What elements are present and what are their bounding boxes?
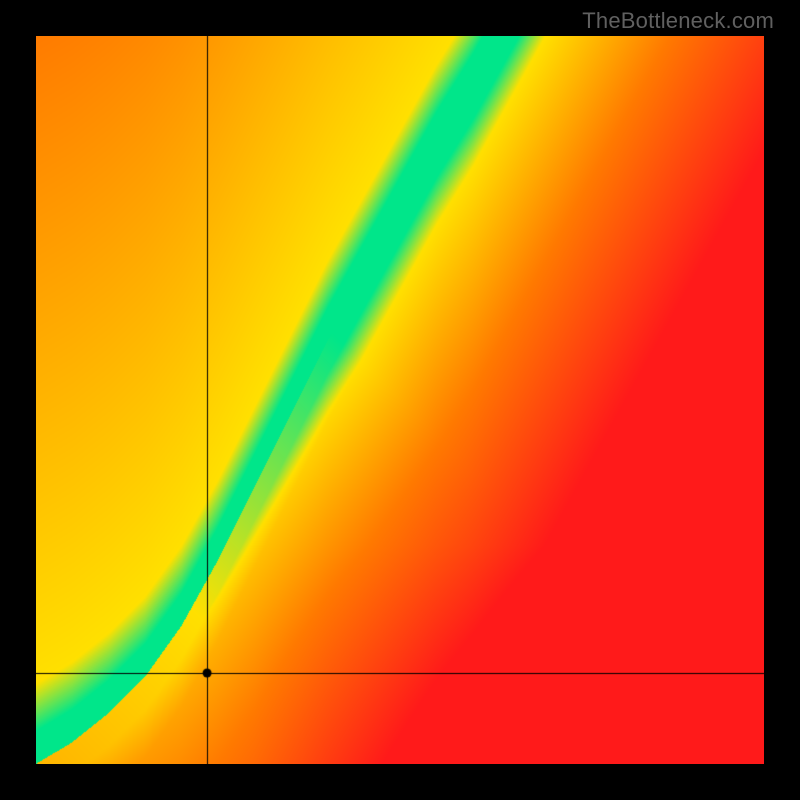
chart-frame: TheBottleneck.com [0,0,800,800]
heatmap-canvas [36,36,764,764]
source-title: TheBottleneck.com [582,8,774,34]
heatmap-plot [36,36,764,764]
